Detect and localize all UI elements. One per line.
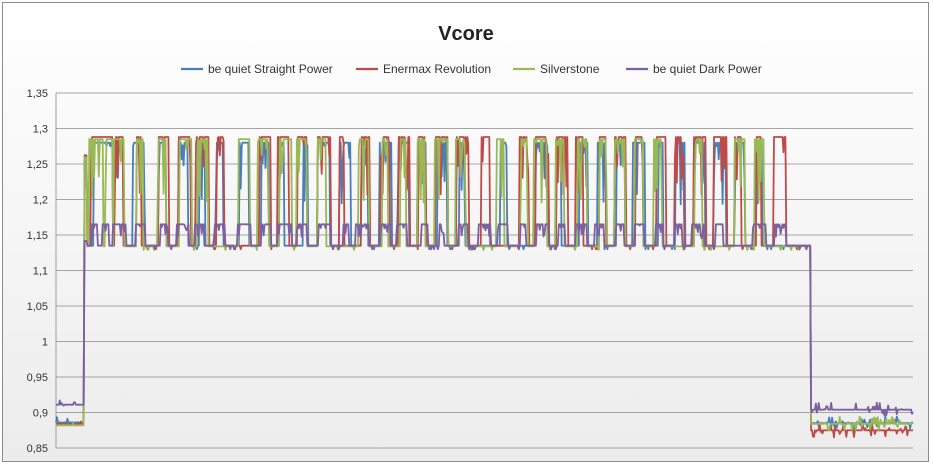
y-tick-label: 1,05 [27,301,48,313]
gridlines [55,92,913,449]
y-tick-label: 1,2 [33,195,48,207]
series-line-2 [56,138,914,432]
y-tick-label: 1,1 [33,266,48,278]
vcore-line-chart: Vcore be quiet Straight Power Enermax Rev… [27,23,914,455]
series-lines [55,136,914,439]
legend-label: Silverstone [540,62,600,76]
y-tick-label: 0,85 [27,443,48,455]
y-tick-label: 1 [42,337,48,349]
legend-label: Enermax Revolution [383,62,491,76]
legend-item: Enermax Revolution [356,62,491,76]
y-tick-label: 1,35 [27,88,48,100]
series-line-0 [55,141,913,431]
legend-item: be quiet Straight Power [181,62,333,76]
y-tick-label: 1,25 [27,159,48,171]
y-tick-label: 0,95 [27,372,48,384]
y-tick-label: 1,3 [33,124,48,136]
series-line-1 [56,136,913,439]
y-tick-label: 0,9 [33,408,48,420]
legend-item: Silverstone [513,62,600,76]
y-axis-tick-labels: 1,35 1,3 1,25 1,2 1,15 1,1 1,05 1 0,95 0,9 0,85 [27,88,48,455]
legend: be quiet Straight Power Enermax Revolutio… [181,62,762,76]
y-tick-label: 1,15 [27,230,48,242]
chart-title: Vcore [438,23,494,45]
series-line-3 [56,223,914,417]
legend-label: be quiet Dark Power [653,62,762,76]
legend-item: be quiet Dark Power [626,62,762,76]
legend-label: be quiet Straight Power [208,62,333,76]
